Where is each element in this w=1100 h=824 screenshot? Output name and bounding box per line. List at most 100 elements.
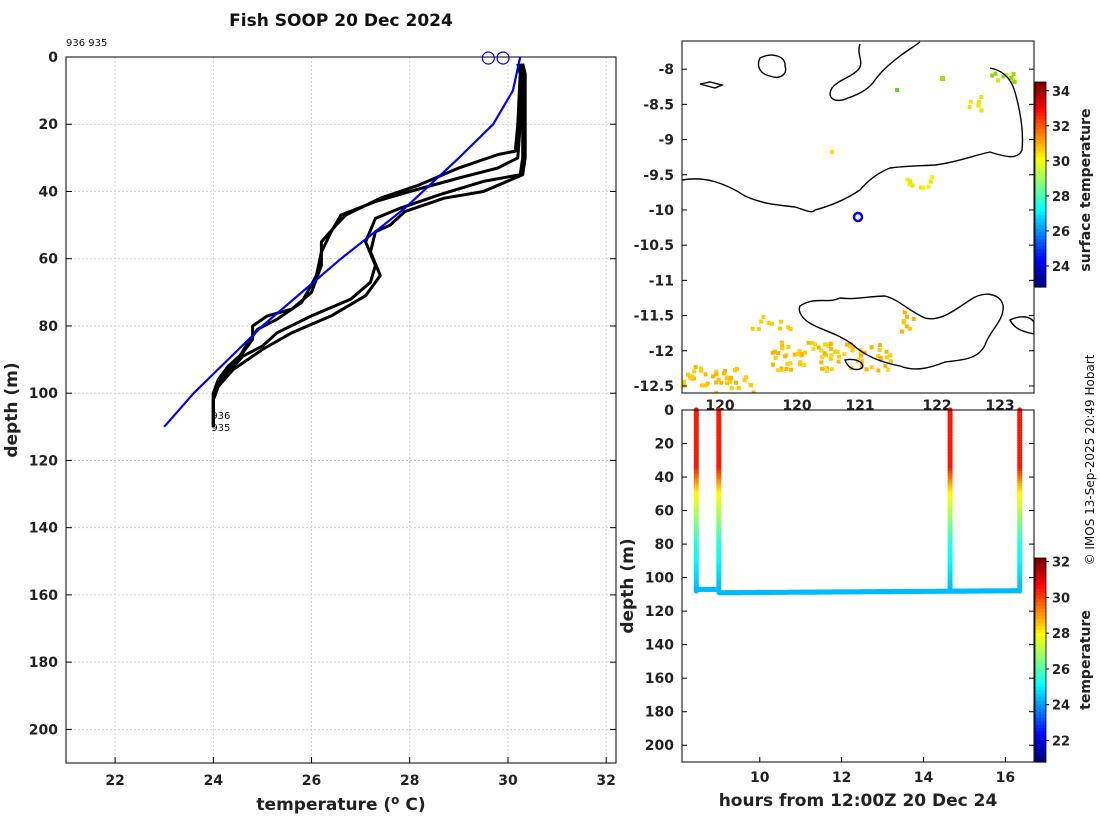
sst-cell <box>825 369 829 373</box>
section-x-tick-label: 12 <box>832 770 851 786</box>
colorbar-segment <box>1035 150 1046 155</box>
sst-cell <box>919 185 924 190</box>
colorbar-segment <box>1035 82 1046 87</box>
x-tick-label: 32 <box>596 773 615 789</box>
colorbar-segment <box>1035 646 1046 651</box>
sst-cell <box>979 95 984 99</box>
map-colorbar-label: surface temperature <box>1078 108 1094 271</box>
colorbar-segment <box>1035 123 1046 128</box>
sst-cell <box>822 342 827 347</box>
colorbar-segment <box>1035 585 1046 590</box>
sst-cell <box>976 103 981 108</box>
colorbar-segment <box>1035 741 1046 746</box>
y-tick-label: 40 <box>39 184 59 200</box>
sst-cell <box>828 341 833 346</box>
sst-cell <box>742 378 747 383</box>
colorbar-segment <box>1035 133 1046 138</box>
colorbar-segment <box>1035 656 1046 661</box>
coastline-islet <box>699 81 725 89</box>
map-y-tick-label: -12 <box>649 344 674 360</box>
colorbar-segment <box>1035 575 1046 579</box>
colorbar-segment <box>1035 164 1046 169</box>
section-y-tick-label: 40 <box>655 470 675 486</box>
sst-cell <box>714 369 719 374</box>
map-y-tick-label: -12.5 <box>634 379 674 395</box>
x-tick-label: 22 <box>105 773 124 789</box>
sst-cell <box>886 367 891 372</box>
colorbar-segment <box>1035 109 1046 114</box>
section-y-tick-label: 120 <box>645 604 674 620</box>
sst-cell <box>829 353 834 358</box>
colorbar-segment <box>1035 263 1046 268</box>
section-bottom-point <box>1016 588 1022 594</box>
colorbar-tick-label: 24 <box>1052 699 1070 714</box>
sst-cell <box>869 345 874 350</box>
colorbar-segment <box>1035 246 1046 251</box>
map-colorbar: 24 26 28 30 32 34 <box>1034 81 1070 288</box>
sst-cell <box>809 340 814 345</box>
sst-cell <box>800 352 805 357</box>
sst-cell <box>1009 75 1013 80</box>
map-frame <box>681 40 1035 394</box>
sst-cell <box>907 182 912 187</box>
y-tick-label: 120 <box>29 453 58 469</box>
x-tick-label: 28 <box>400 773 419 789</box>
colorbar-segment <box>1035 140 1046 145</box>
sst-cell <box>735 367 739 371</box>
series-climatology <box>163 56 522 428</box>
sst-cell <box>901 320 906 325</box>
colorbar-segment <box>1035 242 1046 247</box>
colorbar-segment <box>1035 612 1046 617</box>
sst-cell <box>797 362 802 367</box>
sst-cell <box>769 321 774 326</box>
section-xlabel: hours from 12:00Z 20 Dec 24 <box>719 791 998 811</box>
colorbar-segment <box>1035 105 1046 110</box>
colorbar-segment <box>1035 181 1046 186</box>
sst-cell <box>829 367 834 372</box>
colorbar-segment <box>1035 632 1046 637</box>
colorbar-segment <box>1035 153 1046 158</box>
section-y-tick-label: 180 <box>645 705 674 721</box>
sst-cell <box>699 383 704 388</box>
y-tick-label: 180 <box>29 655 58 671</box>
colorbar-segment <box>1035 225 1046 230</box>
colorbar-segment <box>1035 714 1046 719</box>
colorbar-segment <box>1035 677 1046 681</box>
sst-cell <box>878 358 883 362</box>
map-y-tick-label: -10.5 <box>634 238 674 254</box>
sst-cell <box>802 363 807 367</box>
sst-cell <box>921 185 926 190</box>
colorbar-segment <box>1035 228 1046 233</box>
colorbar-segment <box>1035 602 1046 607</box>
colorbar-segment <box>1035 222 1046 227</box>
section-frame <box>681 409 1035 763</box>
sst-cell <box>977 100 981 105</box>
sst-cell <box>728 379 733 384</box>
map-content <box>682 41 1034 393</box>
series-profile-d <box>211 63 527 427</box>
section-area <box>682 410 1034 762</box>
sst-cell <box>979 108 984 113</box>
sst-cell <box>779 367 784 372</box>
credit-text: © IMOS 13-Sep-2025 20:49 Hobart <box>1083 354 1097 565</box>
colorbar-segment <box>1035 88 1046 93</box>
colorbar-segment <box>1035 126 1046 131</box>
colorbar-segment <box>1035 146 1046 151</box>
profile-xlabel: temperature (o C) <box>256 793 425 815</box>
sst-cell <box>842 352 847 357</box>
colorbar-segment <box>1035 561 1046 566</box>
sst-cell <box>770 350 775 355</box>
section-colorbar: 22 24 26 28 30 32 <box>1034 556 1070 763</box>
colorbar-segment <box>1035 239 1046 244</box>
sst-cell <box>714 372 719 377</box>
colorbar-segment <box>1035 280 1046 285</box>
section-y-tick-label: 160 <box>645 671 674 687</box>
sst-cell <box>836 359 841 364</box>
colorbar-frame <box>1034 81 1047 288</box>
colorbar-segment <box>1035 643 1046 647</box>
colorbar-segment <box>1035 629 1046 634</box>
sst-cell <box>784 367 789 371</box>
sst-cell <box>830 150 834 154</box>
colorbar-segment <box>1035 663 1046 668</box>
